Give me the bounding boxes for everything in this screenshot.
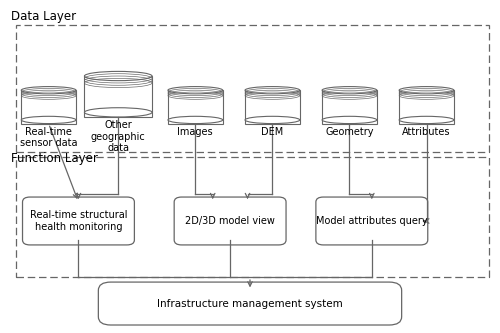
Ellipse shape bbox=[84, 108, 152, 117]
Bar bbox=[245, 90, 300, 124]
Text: Geometry: Geometry bbox=[325, 127, 374, 137]
Text: DEM: DEM bbox=[262, 127, 283, 137]
Ellipse shape bbox=[168, 87, 222, 94]
Text: Attributes: Attributes bbox=[402, 127, 451, 137]
Ellipse shape bbox=[399, 116, 454, 124]
Bar bbox=[16, 157, 488, 277]
Bar bbox=[22, 90, 76, 124]
Bar bbox=[399, 90, 454, 124]
Text: Real-time
sensor data: Real-time sensor data bbox=[20, 127, 78, 149]
Ellipse shape bbox=[168, 116, 222, 124]
Ellipse shape bbox=[22, 87, 76, 94]
Text: 2D/3D model view: 2D/3D model view bbox=[185, 216, 275, 226]
Ellipse shape bbox=[84, 71, 152, 81]
Text: Data Layer: Data Layer bbox=[12, 10, 76, 23]
FancyBboxPatch shape bbox=[174, 197, 286, 245]
Bar bbox=[16, 25, 488, 152]
Text: Other
geographic
data: Other geographic data bbox=[91, 120, 146, 154]
Text: Model attributes query: Model attributes query bbox=[316, 216, 428, 226]
Ellipse shape bbox=[22, 116, 76, 124]
Text: Images: Images bbox=[178, 127, 213, 137]
FancyBboxPatch shape bbox=[98, 282, 402, 325]
FancyBboxPatch shape bbox=[22, 197, 134, 245]
Bar bbox=[84, 76, 152, 117]
Ellipse shape bbox=[245, 116, 300, 124]
Text: Real-time structural
health monitoring: Real-time structural health monitoring bbox=[30, 210, 127, 232]
Text: Function Layer: Function Layer bbox=[12, 152, 98, 165]
Bar bbox=[168, 90, 222, 124]
Ellipse shape bbox=[399, 87, 454, 94]
Ellipse shape bbox=[322, 87, 377, 94]
Ellipse shape bbox=[245, 87, 300, 94]
Text: Infrastructure management system: Infrastructure management system bbox=[157, 299, 343, 309]
FancyBboxPatch shape bbox=[316, 197, 428, 245]
Ellipse shape bbox=[322, 116, 377, 124]
Bar bbox=[322, 90, 377, 124]
